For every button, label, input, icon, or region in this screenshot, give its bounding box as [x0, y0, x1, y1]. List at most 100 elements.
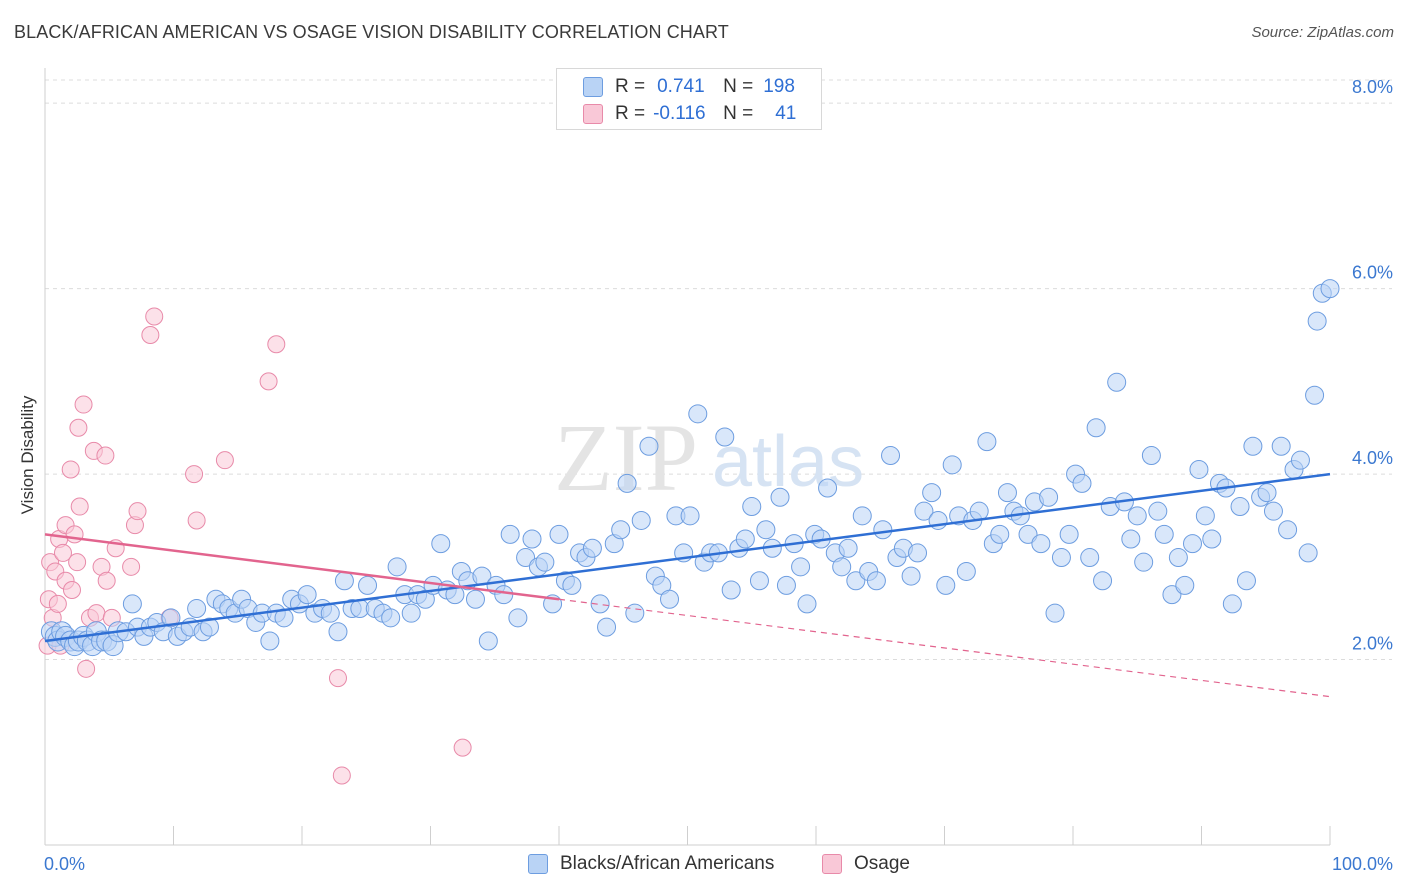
blacks-point — [334, 571, 354, 591]
legend-label-osage: Osage — [854, 853, 910, 874]
blacks-point — [1093, 571, 1113, 591]
x-tick-label: 100.0% — [1332, 854, 1393, 874]
blacks-point — [562, 575, 582, 595]
osage-point — [61, 460, 80, 479]
pink-swatch — [583, 104, 603, 124]
blacks-point — [508, 608, 528, 628]
y-tick-label: 4.0% — [1352, 448, 1393, 468]
blacks-point — [846, 571, 866, 591]
blacks-point — [320, 603, 340, 623]
blacks-point — [590, 594, 610, 614]
blacks-point — [187, 599, 207, 619]
blacks-point — [797, 594, 817, 614]
n-label: N = — [723, 76, 754, 97]
blacks-point — [381, 608, 401, 628]
osage-point — [328, 669, 347, 688]
blue-swatch — [583, 77, 603, 97]
axes — [44, 68, 1331, 846]
osage-point — [74, 395, 93, 414]
trend-lines — [44, 472, 1331, 698]
n-value: 41 — [775, 103, 797, 124]
blacks-point — [1263, 501, 1283, 521]
osage-point — [453, 738, 472, 757]
blacks-point — [660, 589, 680, 609]
blacks-point — [1107, 372, 1127, 392]
y-tick-label: 2.0% — [1352, 634, 1393, 654]
r-label: R = — [615, 103, 646, 124]
blacks-point — [1154, 524, 1174, 544]
r-value: 0.741 — [657, 76, 705, 97]
blacks-point — [1202, 529, 1222, 549]
blacks-point — [1080, 548, 1100, 568]
blacks-point — [1072, 473, 1092, 493]
blacks-point — [639, 436, 659, 456]
blacks-point — [749, 571, 769, 591]
blacks-point — [901, 566, 921, 586]
osage-point — [70, 497, 89, 516]
blacks-point — [1195, 506, 1215, 526]
osage-point — [53, 543, 72, 562]
blacks-point — [625, 603, 645, 623]
osage-point — [332, 766, 351, 785]
y-tick-label: 8.0% — [1352, 77, 1393, 97]
osage-points — [38, 307, 472, 785]
osage-point — [187, 511, 206, 530]
n-label: N = — [723, 103, 754, 124]
blacks-point — [617, 473, 637, 493]
blacks-point — [688, 404, 708, 424]
blacks-point — [500, 524, 520, 544]
blacks-point — [522, 529, 542, 549]
blacks-point — [1278, 520, 1298, 540]
blacks-point — [791, 557, 811, 577]
blacks-point — [756, 520, 776, 540]
blacks-point — [1305, 385, 1325, 405]
blacks-point — [852, 506, 872, 526]
blacks-point — [297, 585, 317, 605]
blacks-point — [549, 524, 569, 544]
blacks-point — [1141, 446, 1161, 466]
blacks-point — [1127, 506, 1147, 526]
osage-point — [97, 571, 116, 590]
x-tick-label: 0.0% — [44, 854, 85, 874]
blacks-point — [1039, 487, 1059, 507]
watermark-atlas: atlas — [712, 422, 864, 502]
osage-point — [128, 502, 147, 521]
blacks-point — [881, 446, 901, 466]
legend-label-blacks: Blacks/African Americans — [560, 853, 775, 874]
blacks-point — [742, 497, 762, 517]
blacks-point — [1298, 543, 1318, 563]
blacks-point — [942, 455, 962, 475]
blacks-point — [1271, 436, 1291, 456]
blacks-point — [922, 483, 942, 503]
blacks-point — [1320, 279, 1340, 299]
legend-item-osage: Osage — [822, 852, 910, 876]
n-value: 198 — [763, 76, 795, 97]
blacks-point — [956, 561, 976, 581]
blacks-point — [535, 552, 555, 572]
pink-swatch — [822, 854, 842, 874]
osage-point — [122, 557, 141, 576]
blacks-point — [1051, 548, 1071, 568]
osage-point — [87, 604, 106, 623]
blacks-point — [914, 501, 934, 521]
blue-swatch — [528, 854, 548, 874]
blacks-point — [977, 432, 997, 452]
blacks-point — [465, 589, 485, 609]
watermark: ZIP atlas — [554, 404, 864, 511]
blacks-point — [721, 580, 741, 600]
blacks-point — [776, 575, 796, 595]
legend-item-blacks: Blacks/African Americans — [528, 852, 774, 876]
watermark-zip: ZIP — [554, 404, 698, 511]
blacks-point — [1230, 497, 1250, 517]
blacks-point — [1175, 575, 1195, 595]
osage-point — [185, 465, 204, 484]
blacks-point — [1307, 311, 1327, 331]
osage-point — [65, 525, 84, 544]
blacks-point — [478, 631, 498, 651]
blacks-point — [1257, 483, 1277, 503]
blacks-point — [997, 483, 1017, 503]
gridlines — [45, 79, 1392, 661]
blacks-point — [770, 487, 790, 507]
blacks-point — [969, 501, 989, 521]
osage-point — [48, 594, 67, 613]
